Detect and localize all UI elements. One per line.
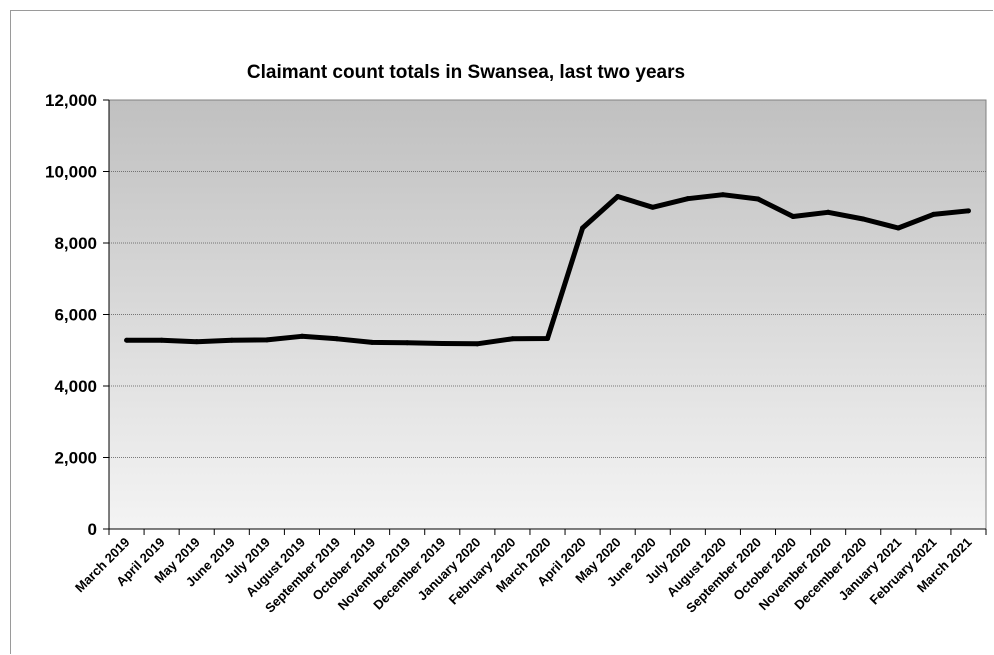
data-point bbox=[965, 208, 971, 214]
data-point bbox=[229, 337, 235, 343]
data-point bbox=[615, 194, 621, 200]
series-layer bbox=[124, 192, 971, 347]
data-point bbox=[474, 341, 480, 347]
data-point bbox=[650, 204, 656, 210]
y-tick-label: 12,000 bbox=[45, 91, 97, 110]
data-point bbox=[509, 336, 515, 342]
gridlines bbox=[109, 171, 986, 458]
y-tick-label: 2,000 bbox=[54, 449, 97, 468]
y-tick-label: 10,000 bbox=[45, 163, 97, 182]
data-point bbox=[194, 339, 200, 345]
chart-title: Claimant count totals in Swansea, last t… bbox=[247, 62, 685, 83]
data-point bbox=[439, 340, 445, 346]
y-tick-label: 0 bbox=[88, 520, 97, 539]
data-point bbox=[124, 337, 130, 343]
data-point bbox=[580, 225, 586, 231]
data-point bbox=[545, 335, 550, 341]
data-point bbox=[860, 216, 866, 222]
data-point bbox=[264, 337, 270, 343]
data-point bbox=[825, 209, 831, 215]
data-point bbox=[720, 192, 726, 198]
data-point bbox=[404, 340, 410, 346]
data-point bbox=[895, 225, 901, 231]
y-axis-ticks: 0 2,000 4,000 6,000 8,000 10,000 12,000 bbox=[45, 91, 97, 539]
y-tick-label: 8,000 bbox=[54, 234, 97, 253]
y-tick-label: 4,000 bbox=[54, 377, 97, 396]
data-point bbox=[755, 196, 761, 202]
axes bbox=[103, 99, 987, 535]
data-point bbox=[685, 196, 691, 202]
data-point bbox=[369, 339, 375, 345]
data-point bbox=[930, 211, 936, 217]
data-point bbox=[159, 337, 165, 343]
data-point bbox=[299, 333, 305, 339]
y-tick-label: 6,000 bbox=[54, 306, 97, 325]
data-point bbox=[790, 214, 796, 220]
data-point bbox=[334, 336, 340, 342]
